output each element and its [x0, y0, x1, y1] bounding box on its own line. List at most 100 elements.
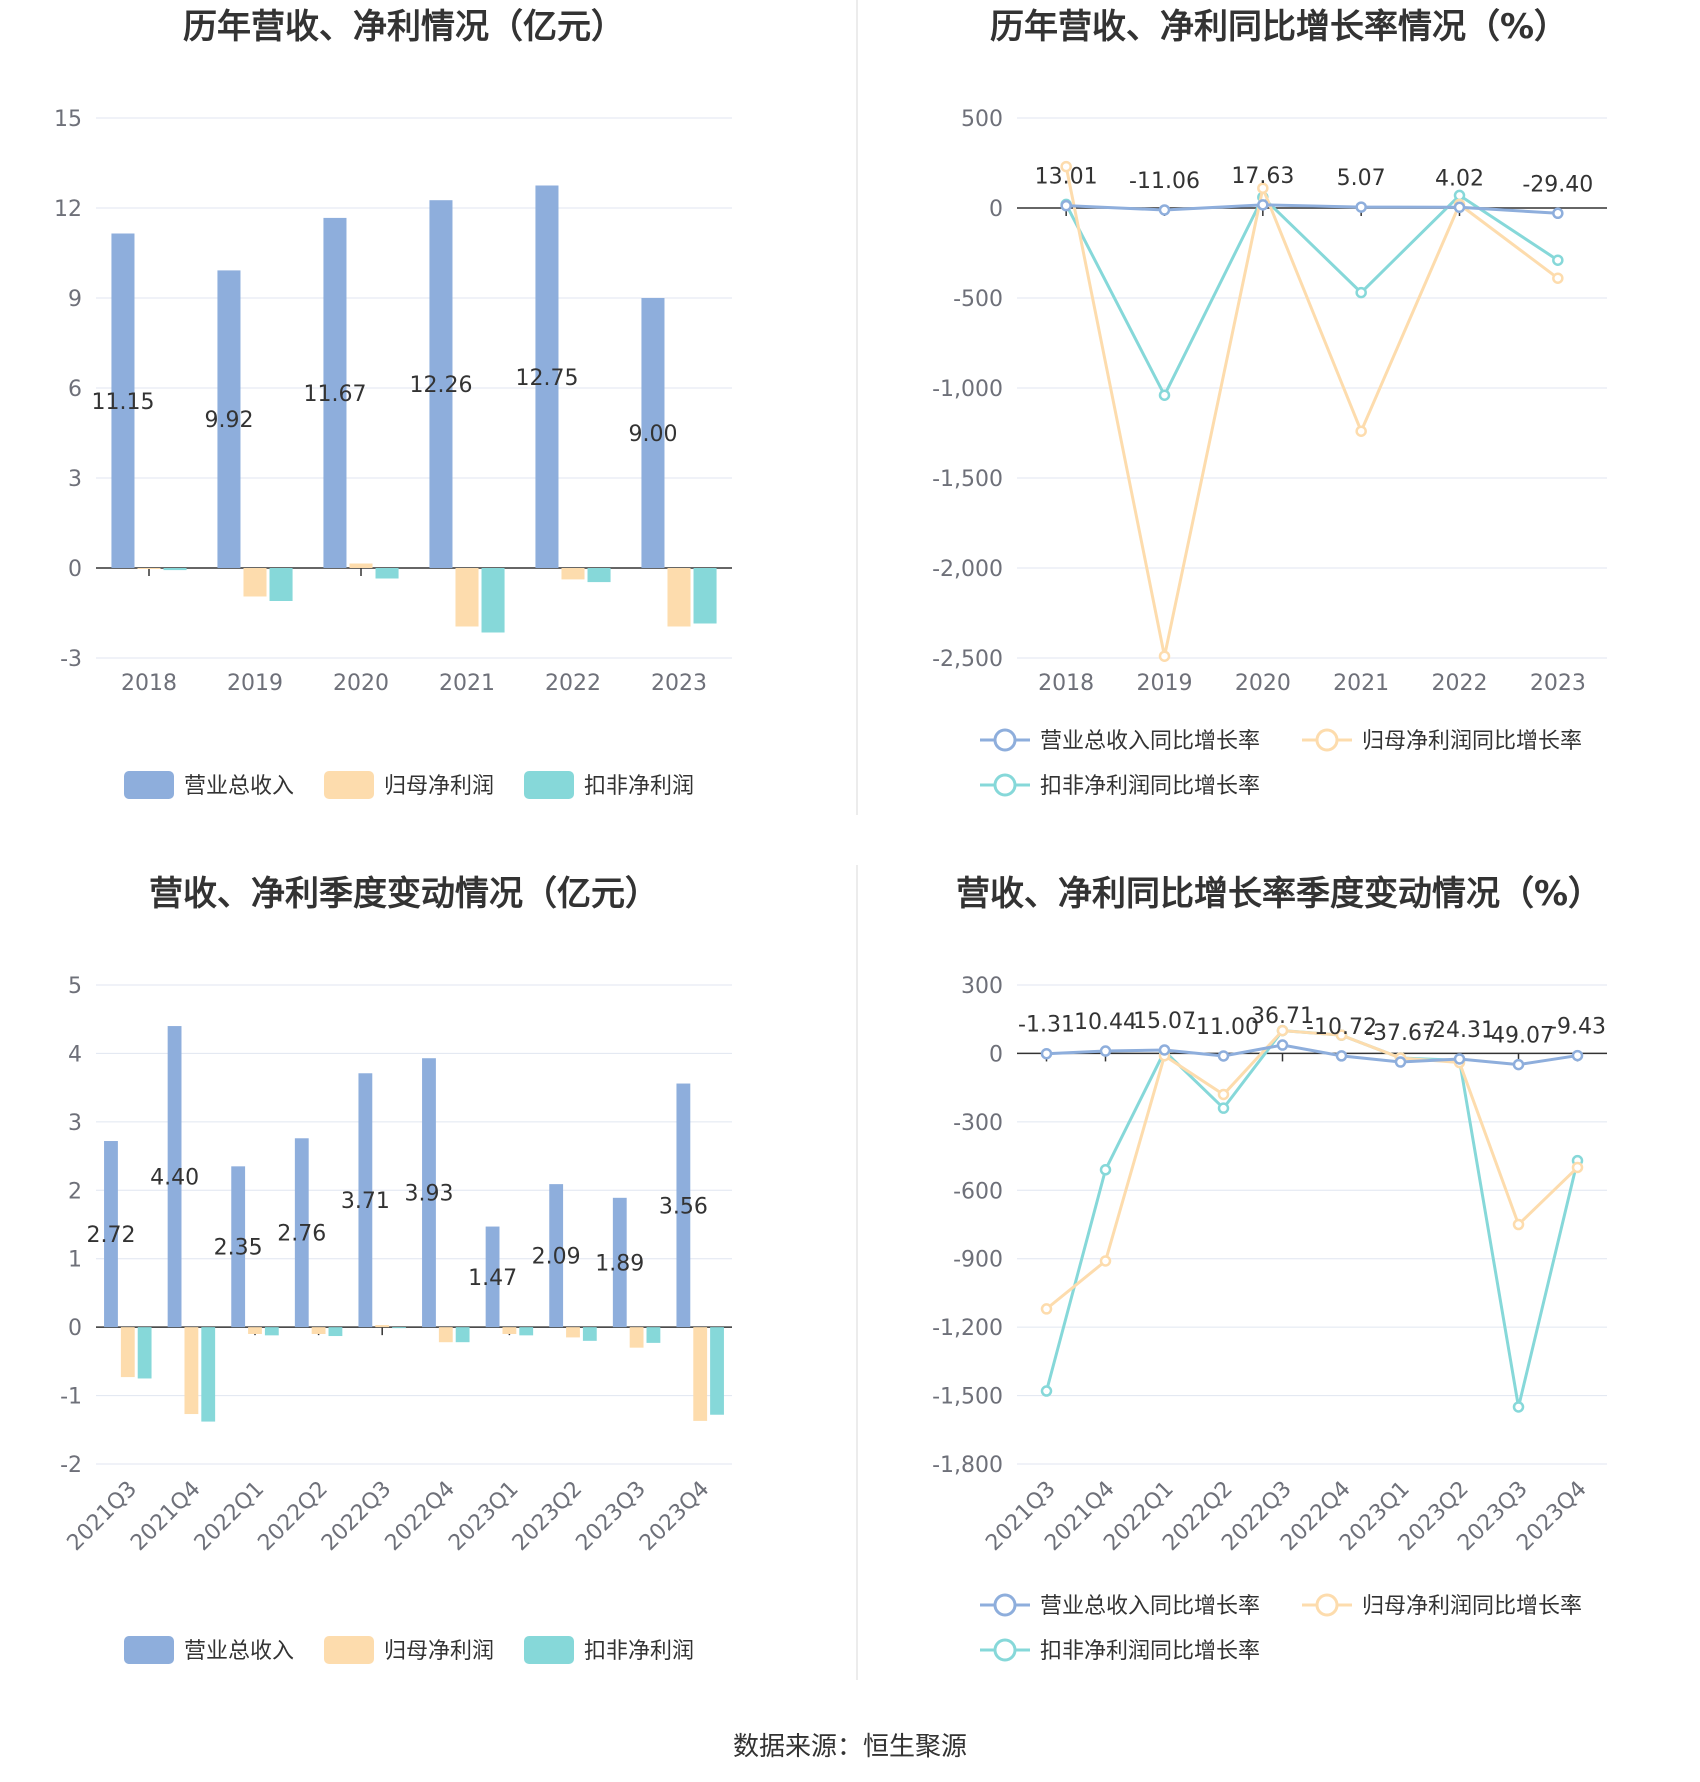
data-point — [1355, 425, 1367, 437]
x-tick-label: 2022 — [1432, 671, 1488, 696]
data-source-note: 数据来源：恒生聚源 — [732, 1732, 967, 1762]
y-tick-label: -1,500 — [932, 1385, 1003, 1410]
data-label: 1.47 — [468, 1266, 517, 1291]
data-point — [1552, 254, 1564, 266]
y-tick-label: -2,000 — [932, 557, 1003, 582]
y-tick-label: 0 — [68, 1316, 82, 1341]
bar — [167, 1026, 182, 1328]
legend-swatch — [324, 771, 374, 799]
data-point — [1394, 1056, 1407, 1068]
bar — [375, 568, 399, 579]
data-point — [1099, 1164, 1112, 1176]
data-point — [1060, 160, 1072, 173]
bar — [349, 563, 373, 568]
data-point — [1257, 199, 1269, 211]
x-tick-label: 2021 — [1333, 671, 1389, 696]
legend-label: 扣非净利润 — [584, 774, 694, 799]
x-tick-label: 2021 — [439, 671, 495, 696]
data-label: 3.93 — [404, 1182, 453, 1207]
data-label: 9.00 — [628, 422, 677, 447]
x-tick-label: 2019 — [227, 671, 283, 696]
data-point — [1571, 1161, 1584, 1174]
bar — [646, 1327, 661, 1343]
x-tick-label: 2018 — [121, 671, 177, 696]
bar — [231, 1166, 246, 1328]
bar — [612, 1197, 627, 1328]
data-label: 17.63 — [1231, 164, 1294, 189]
chart-title: 历年营收、净利情况（亿元） — [183, 7, 625, 47]
x-tick-label: 2020 — [333, 671, 389, 696]
x-tick-label: 2023Q1 — [444, 1477, 523, 1556]
y-tick-label: -1,200 — [932, 1316, 1003, 1341]
legend-label: 归母净利润同比增长率 — [1362, 1594, 1582, 1619]
bar — [137, 568, 161, 569]
data-point — [1040, 1047, 1053, 1060]
bar — [201, 1327, 216, 1422]
chart-title: 营收、净利季度变动情况（亿元） — [149, 874, 659, 914]
data-label: 11.15 — [91, 390, 154, 415]
legend-swatch — [124, 1636, 174, 1664]
bar — [566, 1327, 580, 1338]
y-tick-label: 0 — [989, 1042, 1003, 1067]
legend-label: 扣非净利润 — [584, 1639, 694, 1664]
y-tick-label: -1,500 — [932, 467, 1003, 492]
legend-label: 营业总收入同比增长率 — [1040, 729, 1260, 754]
bar — [438, 1327, 453, 1343]
legend-label: 归母净利润 — [384, 774, 494, 799]
chart-title: 营收、净利同比增长率季度变动情况（%） — [956, 874, 1602, 914]
y-tick-label: -300 — [953, 1111, 1003, 1136]
data-label: -11.00 — [1188, 1015, 1259, 1040]
y-tick-label: 4 — [68, 1042, 82, 1067]
data-point — [1552, 207, 1564, 220]
x-tick-label: 2020 — [1235, 671, 1291, 696]
x-tick-label: 2023Q2 — [508, 1477, 587, 1556]
chart-2: 历年营收、净利同比增长率情况（%） -2,500 -2,000 -1,500 -1,00… — [932, 7, 1607, 799]
data-label: -49.07 — [1483, 1024, 1554, 1049]
y-tick-label: 1 — [68, 1248, 82, 1273]
legend-label: 营业总收入同比增长率 — [1040, 1594, 1260, 1619]
data-point — [1257, 182, 1269, 194]
data-point — [1355, 286, 1367, 299]
data-point — [1512, 1401, 1525, 1413]
chart-1: 历年营收、净利情况（亿元） -3 0 3 6 9 12 15 2018 2019 2020 2021 2… — [54, 7, 732, 799]
x-tick-label: 2022Q1 — [190, 1477, 269, 1556]
legend-swatch-marker — [993, 1593, 1017, 1617]
x-tick-label: 2023Q4 — [635, 1477, 714, 1556]
x-tick-label: 2023Q3 — [571, 1477, 650, 1556]
data-label: 15.07 — [1133, 1009, 1196, 1034]
data-label: 12.75 — [515, 366, 578, 391]
bar — [455, 568, 479, 627]
bar — [429, 200, 453, 568]
chart-4: 营收、净利同比增长率季度变动情况（%） -1,800 -1,500 -1,200 -90… — [932, 874, 1607, 1664]
data-label: 4.40 — [150, 1166, 199, 1191]
data-point — [1335, 1050, 1348, 1062]
data-label: 4.02 — [1435, 166, 1484, 191]
data-point — [1099, 1255, 1112, 1267]
data-label: 10.44 — [1074, 1010, 1137, 1035]
bar — [582, 1327, 597, 1341]
bar — [710, 1327, 724, 1415]
y-tick-label: 3 — [68, 467, 82, 492]
y-tick-label: -600 — [953, 1179, 1003, 1204]
bar — [264, 1327, 279, 1336]
bar — [294, 1138, 309, 1328]
bar — [422, 1058, 436, 1328]
data-label: 3.56 — [659, 1194, 708, 1219]
x-tick-label: 2021Q3 — [63, 1477, 142, 1556]
x-tick-label: 2018 — [1038, 671, 1094, 696]
data-label: -11.06 — [1129, 169, 1200, 194]
legend-swatch — [124, 771, 174, 799]
data-label: 1.89 — [595, 1251, 644, 1276]
data-point — [1453, 189, 1466, 202]
data-point — [1217, 1102, 1230, 1114]
data-point — [1158, 204, 1171, 216]
bar — [392, 1327, 406, 1329]
chart-title: 历年营收、净利同比增长率情况（%） — [990, 7, 1568, 47]
bar — [163, 568, 187, 571]
bar — [243, 568, 267, 597]
legend-swatch — [524, 1636, 574, 1664]
data-label: 2.35 — [214, 1236, 263, 1261]
legend-label: 扣非净利润同比增长率 — [1040, 1639, 1260, 1664]
legend-label: 营业总收入 — [184, 774, 294, 799]
